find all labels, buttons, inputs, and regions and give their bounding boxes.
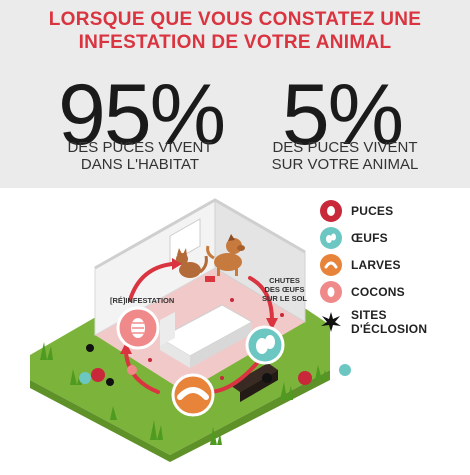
legend-item-hatching-sites: SITES D'ÉCLOSION (320, 308, 427, 336)
legend-item-eggs: ŒUFS (320, 227, 388, 249)
house-cutaway-illustration (30, 198, 351, 462)
cat (176, 248, 208, 278)
legend-label-hatching-sites-line-2: D'ÉCLOSION (351, 322, 428, 336)
pet-bowl (205, 276, 215, 282)
cocoon-icon (320, 281, 342, 303)
floor-flea-dots (148, 298, 284, 380)
legend-item-larvae: LARVES (320, 254, 401, 276)
legend-label-hatching-sites-line-1: SITES (351, 308, 387, 322)
egg-fall-label: CHUTES DES ŒUFS SUR LE SOL (262, 276, 307, 303)
egg-stage-circle (245, 325, 285, 365)
cocoon-stage-circle (116, 306, 160, 350)
legend-item-cocoons: COCONS (320, 281, 405, 303)
legend-label-larvae: LARVES (351, 258, 401, 272)
egg-fall-label-line-2: DES ŒUFS (264, 285, 305, 294)
habitat-caption: DES PUCES VIVENT DANS L'HABITAT (40, 139, 240, 173)
legend-label-fleas: PUCES (351, 204, 394, 218)
infestation-illustration: [RÉ]INFESTATION CHUTES DES ŒUFS SUR LE S… (0, 190, 470, 470)
habitat-caption-line-2: DANS L'HABITAT (80, 156, 200, 173)
animal-percentage: 5% (281, 67, 404, 163)
window (169, 218, 201, 264)
hatching-site-icon (320, 311, 342, 333)
egg-fall-label-line-3: SUR LE SOL (262, 294, 308, 303)
habitat-percentage: 95% (58, 67, 226, 163)
legend-label-cocoons: COCONS (351, 285, 405, 299)
legend-label-eggs: ŒUFS (351, 231, 388, 245)
legend-item-fleas: PUCES (320, 200, 393, 222)
egg-fall-label-line-1: CHUTES (269, 276, 300, 285)
grass-shadow (30, 370, 330, 462)
wall-edge (94, 198, 306, 270)
animal-caption: DES PUCES VIVENT SUR VOTRE ANIMAL (245, 139, 445, 173)
animal-caption-line-2: SUR VOTRE ANIMAL (271, 156, 419, 173)
flea-icon (320, 200, 342, 222)
dark-furniture (230, 363, 278, 392)
bed (158, 304, 254, 368)
egg-icon (320, 227, 342, 249)
hatching-sites (86, 344, 272, 386)
grass-tufts (40, 342, 327, 445)
habitat-caption-line-1: DES PUCES VIVENT (67, 139, 213, 156)
reinfestation-label: [RÉ]INFESTATION (110, 296, 175, 305)
animal-caption-line-1: DES PUCES VIVENT (272, 139, 418, 156)
stats-banner: LORSQUE QUE VOUS CONSTATEZ UNE INFESTATI… (0, 0, 470, 188)
dog (206, 234, 245, 276)
headline-line-1: LORSQUE QUE VOUS CONSTATEZ UNE (48, 9, 422, 30)
larva-icon (320, 254, 342, 276)
legend-label-hatching-sites: SITES D'ÉCLOSION (351, 308, 427, 336)
flea-markers (79, 364, 351, 385)
headline: LORSQUE QUE VOUS CONSTATEZ UNE INFESTATI… (0, 8, 470, 54)
headline-line-2: INFESTATION DE VOTRE ANIMAL (78, 32, 392, 53)
larva-stage-circle (171, 373, 215, 417)
